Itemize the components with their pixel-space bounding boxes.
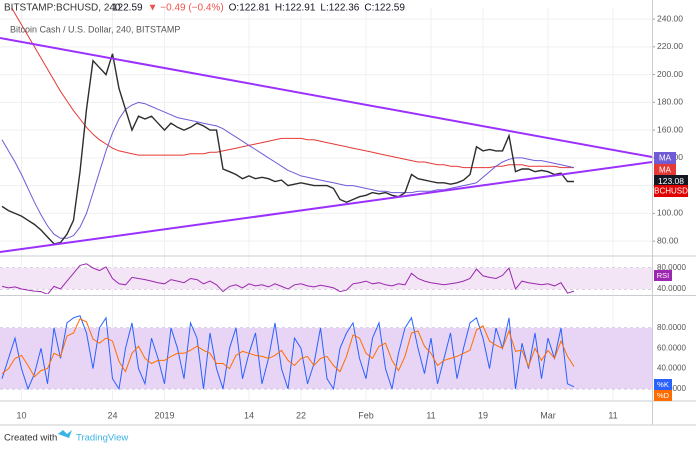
y-tick-label: 200.00 <box>657 69 683 79</box>
x-tick-label: 19 <box>478 410 488 420</box>
rsi-tag-label: RSI <box>657 271 670 280</box>
header-item: ▼ −0.49 (−0.4%) <box>148 3 224 14</box>
header-item: O:122.81 <box>229 3 271 14</box>
x-tick-label: 11 <box>608 410 617 420</box>
header-item: 122.59 <box>112 3 143 14</box>
trendline-upper <box>0 37 653 158</box>
trendline-lower <box>0 161 653 253</box>
y-tick-label: 80.0000 <box>657 263 686 272</box>
x-tick-label: 11 <box>426 410 435 420</box>
chart-subtitle: Bitcoin Cash / U.S. Dollar, 240, BITSTAM… <box>10 24 180 34</box>
y-tick-label: 80.00 <box>657 235 679 245</box>
x-tick-label: Mar <box>540 410 556 420</box>
footer-prefix: Created with <box>4 433 57 444</box>
y-tick-label: 40.0000 <box>657 284 686 293</box>
series-line <box>11 8 574 169</box>
y-tick-label: 80.0000 <box>657 323 686 332</box>
ma-tag-label: MA <box>659 166 672 175</box>
ma-tag <box>654 164 676 176</box>
y-tick-label: 240.00 <box>657 13 683 23</box>
x-tick-label: 10 <box>16 410 26 420</box>
d-tag <box>654 390 672 401</box>
header-item: H:122.91 <box>275 3 316 14</box>
chart-title: BITSTAMP:BCHUSD, 240 <box>4 3 121 14</box>
d-tag-label: %D <box>657 391 670 400</box>
rsi-tag <box>654 270 672 281</box>
x-tick-label: 14 <box>244 410 254 420</box>
line-layer <box>1 8 575 391</box>
ma-tag-label: MA <box>659 154 672 163</box>
symbol-tag-label: BCHUSD <box>654 187 688 196</box>
series-line <box>1 263 575 294</box>
tradingview-logo <box>58 430 72 438</box>
k-tag <box>654 379 672 390</box>
y-tick-label: 40.0000 <box>657 364 686 373</box>
header-item: C:122.59 <box>364 3 405 14</box>
series-line <box>1 318 575 378</box>
ma-tag <box>654 152 676 164</box>
y-tick-label: 160.00 <box>657 124 683 134</box>
series-line <box>1 101 575 239</box>
k-tag-label: %K <box>657 380 669 389</box>
header-item: L:122.36 <box>320 3 359 14</box>
x-tick-label: Feb <box>358 410 374 420</box>
y-tick-label: 60.0000 <box>657 343 686 352</box>
footer-brand: TradingView <box>76 433 128 444</box>
x-tick-label: 24 <box>107 410 117 420</box>
x-tick-label: 2019 <box>154 410 174 420</box>
header: BITSTAMP:BCHUSD, 240 122.59 ▼ −0.49 (−0.4… <box>4 3 405 14</box>
symbol-tag <box>654 185 688 197</box>
last-price-label: 123.08 <box>658 176 684 186</box>
last-price-tag <box>654 175 688 187</box>
series-line <box>1 53 574 245</box>
y-tick-label: 100.00 <box>657 208 683 218</box>
y-tick-label: 220.00 <box>657 41 683 51</box>
x-tick-label: 22 <box>296 410 306 420</box>
y-tick-label: 180.00 <box>657 97 683 107</box>
